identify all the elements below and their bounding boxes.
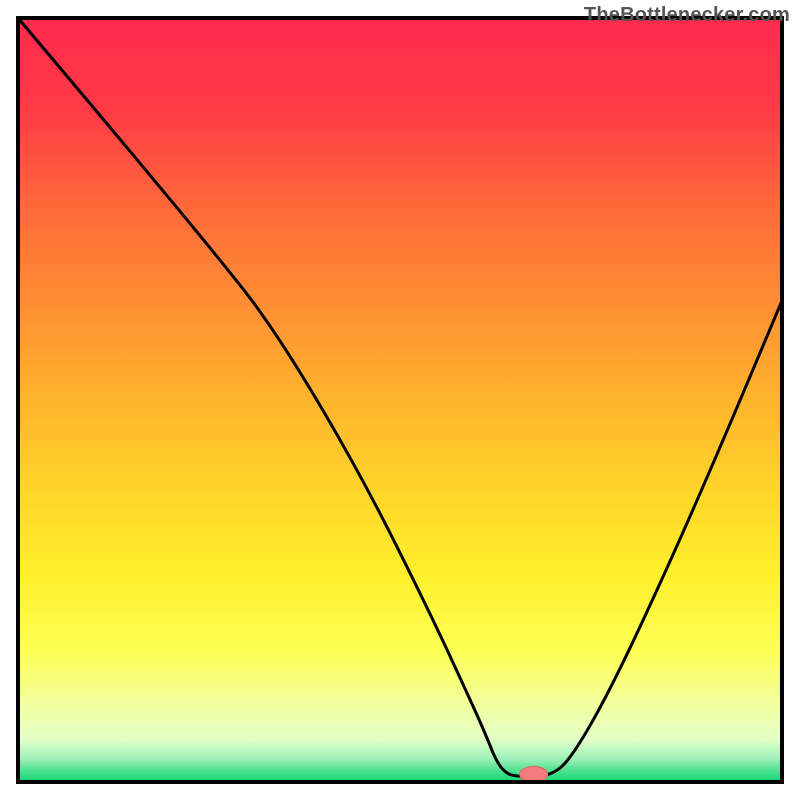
watermark-label: TheBottlenecker.com: [584, 4, 790, 27]
plot-background: [18, 18, 782, 782]
chart-svg: [0, 0, 800, 800]
bottleneck-chart: TheBottlenecker.com: [0, 0, 800, 800]
optimal-marker: [520, 766, 548, 782]
